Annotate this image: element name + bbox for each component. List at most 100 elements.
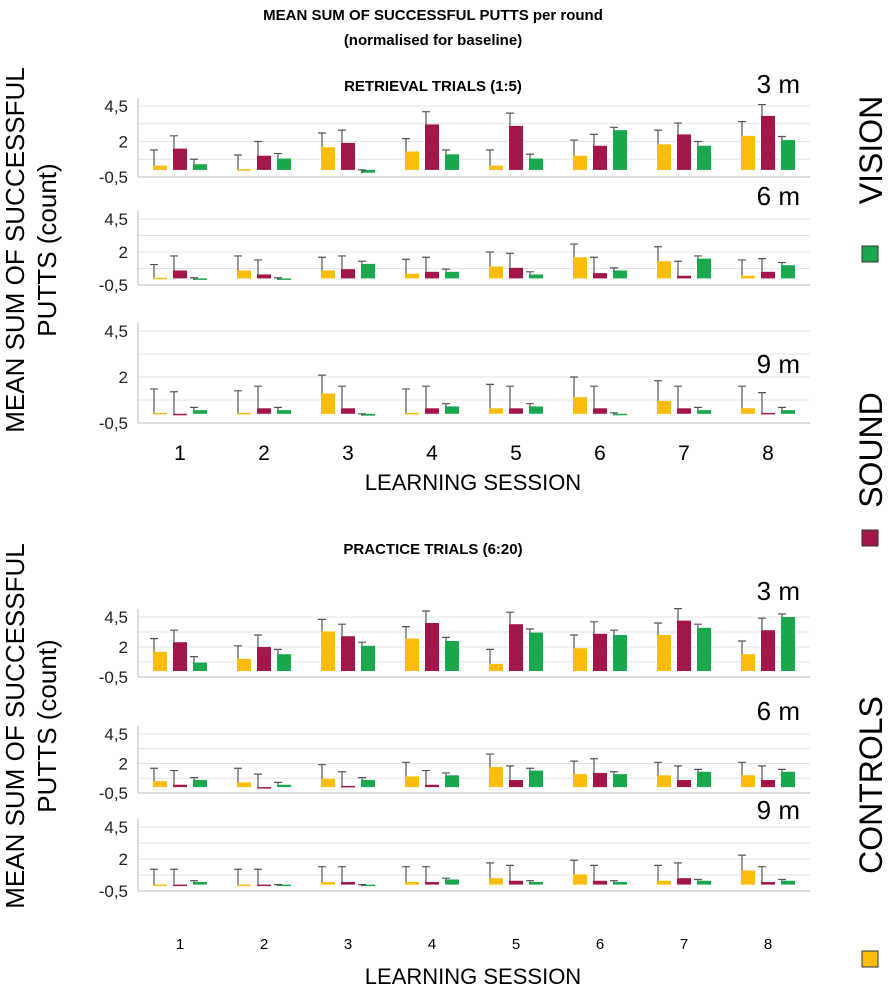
error-bar: [318, 764, 326, 779]
error-bar: [318, 256, 326, 271]
error-bar: [338, 385, 346, 409]
bar-vision-session-3: [361, 645, 375, 671]
x-tick-label: 3: [344, 936, 352, 953]
bar-sound-session-2: [257, 884, 271, 887]
bar-controls-session-4: [405, 273, 419, 279]
bar-vision-session-4: [445, 641, 459, 671]
bar-sound-session-5: [509, 408, 523, 414]
legend-swatch-vision: [861, 245, 879, 263]
error-bar: [422, 769, 430, 785]
bar-vision-session-4: [445, 879, 459, 885]
error-bar: [358, 641, 366, 646]
error-bar: [422, 385, 430, 409]
error-bar: [486, 251, 494, 267]
bar-controls-session-1: [153, 412, 167, 415]
error-bar: [274, 781, 282, 785]
error-bar: [402, 388, 410, 413]
bar-controls-session-7: [657, 261, 671, 279]
error-bar: [338, 129, 346, 143]
error-bar: [486, 149, 494, 166]
error-bar: [150, 388, 158, 413]
error-bar: [694, 623, 702, 628]
error-bar: [234, 868, 242, 885]
error-bar: [254, 634, 262, 647]
error-bar: [338, 623, 346, 637]
bar-sound-session-3: [341, 882, 355, 885]
bar-sound-session-8: [761, 882, 775, 885]
bar-controls-session-3: [321, 147, 335, 170]
bar-vision-session-7: [697, 880, 711, 885]
bar-controls-session-6: [573, 874, 587, 885]
bar-sound-session-7: [677, 275, 691, 279]
bar-vision-session-8: [781, 140, 795, 170]
panel-3m: 4,5 2 -0,5 3 m: [99, 69, 810, 187]
bar-vision-session-8: [781, 265, 795, 279]
error-bar: [610, 126, 618, 131]
error-bar: [654, 246, 662, 262]
error-bar: [422, 256, 430, 272]
error-bar: [190, 880, 198, 883]
error-bar: [674, 608, 682, 621]
error-bar: [234, 154, 242, 170]
error-bar: [338, 771, 346, 786]
error-bar: [402, 138, 410, 152]
bar-sound-session-3: [341, 142, 355, 170]
error-bar: [422, 610, 430, 623]
bar-vision-session-7: [697, 258, 711, 279]
error-bar: [590, 864, 598, 881]
legend-item-vision: VISION: [853, 96, 889, 263]
bar-sound-session-4: [425, 124, 439, 170]
bar-vision-session-6: [613, 882, 627, 885]
error-bar: [190, 277, 198, 280]
error-bar: [506, 611, 514, 625]
legend: VISION SOUND CONTROLS: [853, 96, 889, 968]
bar-controls-session-4: [405, 412, 419, 415]
bar-controls-session-8: [741, 870, 755, 885]
bar-controls-session-2: [237, 169, 251, 171]
error-bar: [402, 258, 410, 274]
error-bar: [778, 135, 786, 141]
error-bar: [694, 255, 702, 259]
error-bar: [358, 260, 366, 264]
chart-subtitle: (normalised for baseline): [344, 32, 522, 49]
error-bar: [674, 765, 682, 781]
error-bar: [738, 259, 746, 276]
bar-controls-session-4: [405, 151, 419, 170]
error-bar: [570, 859, 578, 875]
bar-vision-session-8: [781, 617, 795, 671]
bar-sound-session-4: [425, 623, 439, 671]
error-bar: [778, 878, 786, 881]
error-bar: [234, 390, 242, 413]
bar-controls-session-3: [321, 631, 335, 671]
bar-sound-session-2: [257, 787, 271, 789]
bar-controls-session-8: [741, 275, 755, 279]
error-bar: [674, 385, 682, 409]
y-tick-label: -0,5: [99, 882, 128, 901]
bar-vision-session-6: [613, 635, 627, 671]
error-bar: [526, 880, 534, 883]
bar-sound-session-7: [677, 408, 691, 414]
error-bar: [610, 412, 618, 415]
error-bar: [486, 383, 494, 409]
error-bar: [486, 862, 494, 879]
bar-sound-session-6: [593, 633, 607, 671]
bar-vision-session-8: [781, 880, 795, 885]
distance-label: 9 m: [757, 795, 800, 825]
bar-controls-session-3: [321, 778, 335, 788]
block-title: RETRIEVAL TRIALS (1:5): [344, 78, 522, 95]
error-bar: [654, 129, 662, 145]
x-tick-label: 1: [174, 442, 186, 465]
error-bar: [318, 132, 326, 148]
error-bar: [778, 613, 786, 617]
bar-controls-session-1: [153, 884, 167, 887]
y-axis-label-line1: MEAN SUM OF SUCCESSFUL: [0, 67, 30, 433]
error-bar: [506, 112, 514, 126]
block-title: PRACTICE TRIALS (6:20): [343, 541, 522, 558]
bar-sound-session-1: [173, 884, 187, 887]
bar-controls-session-1: [153, 165, 167, 170]
bar-sound-session-8: [761, 412, 775, 415]
bar-controls-session-5: [489, 663, 503, 671]
bar-vision-session-3: [361, 413, 375, 416]
error-bar: [570, 243, 578, 258]
